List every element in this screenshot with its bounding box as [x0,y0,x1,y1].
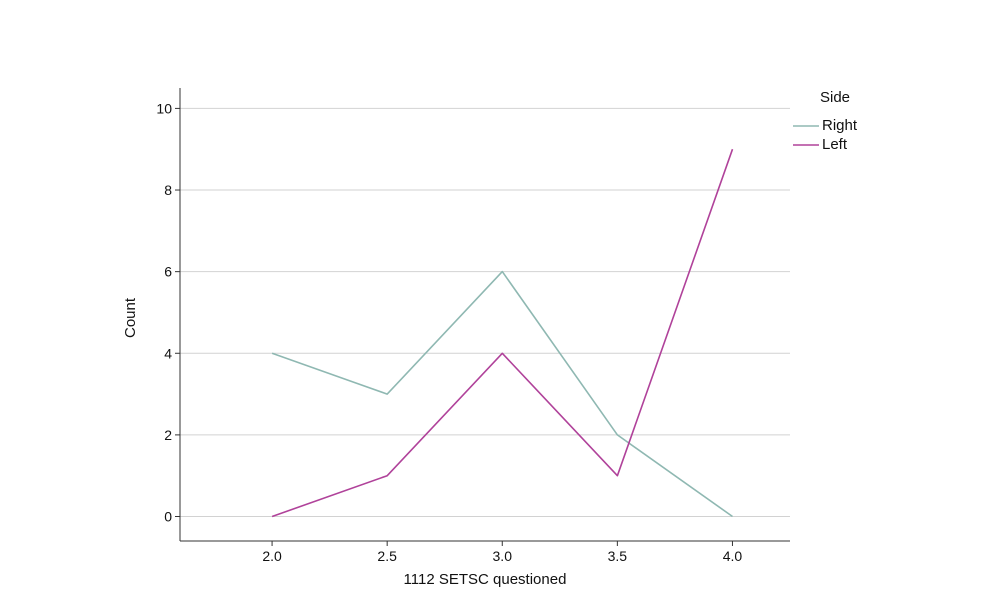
y-axis-ticks: 0 2 4 6 8 10 [156,100,180,525]
legend: Side Right Left [793,89,858,153]
y-tick-label: 10 [156,100,172,116]
axes [179,88,790,542]
y-tick-label: 2 [164,427,172,443]
x-tick-label: 3.5 [608,548,628,564]
y-tick-label: 6 [164,264,172,280]
series-lines [271,148,734,518]
y-axis-title: Count [122,297,139,338]
gridlines [180,107,790,518]
x-axis-title: 1112 SETSC questioned [404,571,567,588]
series-line-left [271,148,734,518]
y-tick-label: 0 [164,509,172,525]
x-tick-label: 2.5 [377,548,397,564]
x-tick-label: 4.0 [723,548,743,564]
legend-items: Right Left [793,117,858,153]
legend-title: Side [820,89,850,106]
legend-label-left: Left [822,136,848,153]
x-tick-label: 2.0 [262,548,282,564]
y-tick-label: 8 [164,182,172,198]
y-tick-label: 4 [164,345,172,361]
legend-label-right: Right [822,117,858,134]
x-tick-label: 3.0 [493,548,513,564]
series-line-right [271,270,733,518]
x-axis-ticks: 2.0 2.5 3.0 3.5 4.0 [262,541,742,564]
